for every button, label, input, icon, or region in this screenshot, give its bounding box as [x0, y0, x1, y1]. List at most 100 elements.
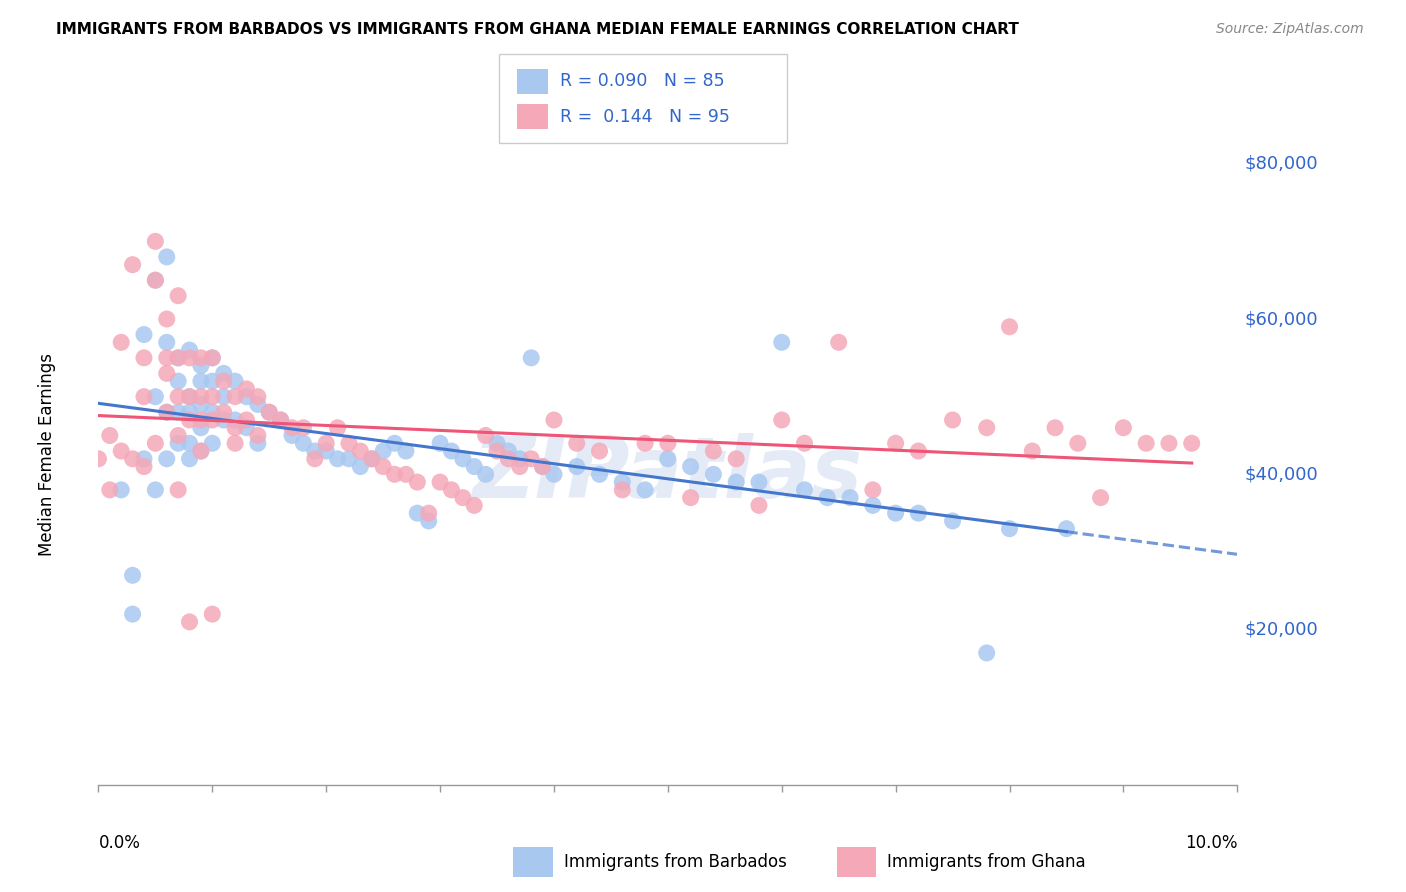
- Point: [167, 428, 190, 442]
- Point: [474, 467, 496, 482]
- Point: [498, 451, 520, 466]
- Point: [976, 646, 998, 660]
- Point: [588, 467, 610, 482]
- Point: [224, 421, 246, 435]
- Point: [612, 483, 634, 497]
- Point: [190, 421, 212, 435]
- Point: [132, 390, 155, 404]
- Point: [748, 475, 770, 489]
- Point: [1043, 421, 1066, 435]
- Point: [179, 451, 201, 466]
- Point: [315, 444, 337, 458]
- Point: [702, 444, 724, 458]
- Point: [179, 615, 201, 629]
- Text: $80,000: $80,000: [1244, 154, 1317, 173]
- Point: [156, 405, 179, 419]
- Point: [543, 467, 565, 482]
- Point: [725, 451, 748, 466]
- Point: [907, 506, 929, 520]
- Point: [451, 491, 474, 505]
- Point: [121, 451, 143, 466]
- Point: [110, 335, 132, 350]
- Point: [337, 436, 360, 450]
- Point: [156, 405, 179, 419]
- Point: [679, 459, 702, 474]
- Point: [770, 335, 793, 350]
- Point: [235, 413, 257, 427]
- Point: [246, 397, 269, 411]
- Point: [132, 451, 155, 466]
- Point: [373, 459, 395, 474]
- Point: [588, 444, 610, 458]
- Point: [156, 312, 179, 326]
- Point: [156, 351, 179, 365]
- Point: [201, 351, 224, 365]
- Point: [509, 459, 531, 474]
- Point: [612, 475, 634, 489]
- Point: [167, 483, 190, 497]
- Point: [121, 258, 143, 272]
- Point: [167, 351, 190, 365]
- Text: 0.0%: 0.0%: [98, 834, 141, 852]
- Point: [292, 436, 315, 450]
- Point: [179, 390, 201, 404]
- Point: [167, 374, 190, 388]
- Point: [1135, 436, 1157, 450]
- Point: [246, 390, 269, 404]
- Point: [304, 451, 326, 466]
- Point: [531, 459, 554, 474]
- Text: Immigrants from Barbados: Immigrants from Barbados: [564, 853, 787, 871]
- Point: [201, 390, 224, 404]
- Point: [145, 235, 167, 249]
- Point: [474, 428, 496, 442]
- Point: [281, 428, 304, 442]
- Text: $20,000: $20,000: [1244, 621, 1317, 639]
- Point: [486, 436, 509, 450]
- Point: [156, 367, 179, 381]
- Point: [634, 436, 657, 450]
- Point: [224, 374, 246, 388]
- Point: [326, 421, 349, 435]
- Point: [190, 390, 212, 404]
- Point: [259, 405, 281, 419]
- Point: [634, 483, 657, 497]
- Point: [121, 607, 143, 621]
- Point: [156, 250, 179, 264]
- Point: [179, 351, 201, 365]
- Point: [145, 483, 167, 497]
- Point: [87, 451, 110, 466]
- Point: [201, 436, 224, 450]
- Point: [657, 436, 679, 450]
- Point: [429, 436, 451, 450]
- Point: [725, 475, 748, 489]
- Point: [384, 467, 406, 482]
- Point: [292, 421, 315, 435]
- Point: [509, 451, 531, 466]
- Point: [337, 451, 360, 466]
- Point: [429, 475, 451, 489]
- Point: [179, 343, 201, 357]
- Point: [246, 428, 269, 442]
- Point: [440, 444, 463, 458]
- Point: [862, 499, 884, 513]
- Point: [224, 390, 246, 404]
- Point: [565, 436, 588, 450]
- Point: [702, 467, 724, 482]
- Point: [179, 436, 201, 450]
- Point: [1112, 421, 1135, 435]
- Point: [145, 436, 167, 450]
- Point: [395, 467, 418, 482]
- Point: [235, 421, 257, 435]
- Point: [418, 514, 440, 528]
- Point: [167, 351, 190, 365]
- Point: [190, 351, 212, 365]
- Point: [451, 451, 474, 466]
- Text: Median Female Earnings: Median Female Earnings: [38, 353, 56, 557]
- Text: Source: ZipAtlas.com: Source: ZipAtlas.com: [1216, 22, 1364, 37]
- Point: [190, 444, 212, 458]
- Point: [463, 499, 485, 513]
- Point: [828, 335, 851, 350]
- Point: [395, 444, 418, 458]
- Point: [326, 451, 349, 466]
- Point: [384, 436, 406, 450]
